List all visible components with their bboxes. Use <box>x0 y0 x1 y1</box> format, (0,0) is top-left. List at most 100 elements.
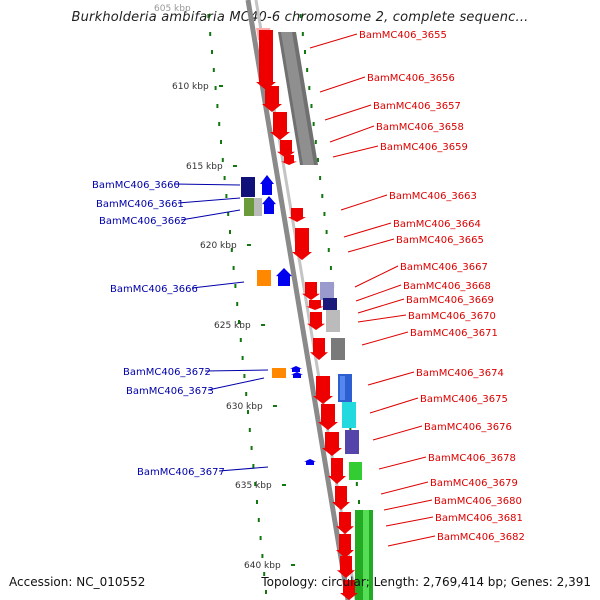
forward-gene-label: BamMC406_3663 <box>389 191 477 202</box>
outer-scale-dash <box>316 158 319 162</box>
forward-feature-block <box>342 402 356 428</box>
inner-scale-dash <box>238 320 240 324</box>
forward-leader-line <box>380 481 429 495</box>
inner-scale-dash <box>216 104 219 108</box>
tick-label: 615 kbp <box>186 162 223 172</box>
forward-gene-arrow <box>332 486 350 510</box>
reverse-gene-arrow <box>262 196 276 214</box>
reverse-gene-arrow <box>290 366 302 372</box>
forward-gene-label: BamMC406_3658 <box>376 122 464 133</box>
outer-scale-dash <box>301 32 304 36</box>
forward-feature-block <box>340 376 345 400</box>
forward-gene-arrow <box>310 338 328 360</box>
tick-mark <box>291 564 295 566</box>
reverse-feature-block <box>241 177 255 197</box>
forward-gene-label: BamMC406_3676 <box>424 422 512 433</box>
feature-blocks-layer <box>241 28 373 600</box>
inner-scale-dash <box>241 356 244 360</box>
forward-gene-arrow <box>277 140 295 158</box>
forward-gene-label: BamMC406_3674 <box>416 368 504 379</box>
forward-gene-arrow <box>281 155 297 165</box>
reverse-gene-arrow <box>304 459 316 465</box>
inner-scale-dash <box>248 428 251 432</box>
forward-gene-label: BamMC406_3682 <box>437 532 525 543</box>
forward-gene-label: BamMC406_3664 <box>393 219 481 230</box>
tick-label: 630 kbp <box>226 402 263 412</box>
reverse-leader-line <box>191 281 245 289</box>
forward-gene-arrow <box>328 458 346 484</box>
inner-scale-dash <box>234 284 237 288</box>
reverse-gene-label: BamMC406_3673 <box>126 386 214 397</box>
forward-leader-line <box>383 499 433 511</box>
forward-leader-line <box>340 194 388 211</box>
inner-scale-dash <box>239 338 242 342</box>
forward-gene-label: BamMC406_3675 <box>420 394 508 405</box>
inner-scale-dash <box>252 464 255 468</box>
forward-feature-block <box>323 298 337 310</box>
reverse-leader-line <box>207 377 265 391</box>
forward-gene-arrow <box>262 86 282 112</box>
forward-leader-line <box>343 222 392 238</box>
inner-scale-dash <box>211 50 213 54</box>
inner-scale-dash <box>261 554 264 558</box>
reverse-feature-block <box>272 368 286 378</box>
forward-gene-label: BamMC406_3669 <box>406 295 494 306</box>
reverse-gene-label: BamMC406_3661 <box>96 199 184 210</box>
outer-scale-dash <box>314 140 317 144</box>
inner-scale-dash <box>243 374 246 378</box>
forward-gene-label: BamMC406_3680 <box>434 496 522 507</box>
forward-leader-line <box>367 371 415 386</box>
forward-leader-line <box>372 425 423 441</box>
tick-label: 620 kbp <box>200 241 237 251</box>
inner-scale-dash <box>207 14 210 18</box>
forward-gene-arrow <box>318 404 338 430</box>
tick-mark <box>247 244 251 246</box>
inner-scale-dash <box>257 518 260 522</box>
inner-scale-dash <box>221 158 224 162</box>
reverse-gene-arrow <box>276 268 292 286</box>
forward-leader-line <box>387 535 436 547</box>
reverse-gene-label: BamMC406_3672 <box>123 367 211 378</box>
outer-scale-dash <box>358 500 360 504</box>
forward-gene-arrow <box>270 112 290 140</box>
forward-gene-label: BamMC406_3657 <box>373 101 461 112</box>
forward-leader-line <box>378 456 427 470</box>
inner-scale-dash <box>214 86 217 90</box>
tick-label: 610 kbp <box>172 82 209 92</box>
forward-leader-line <box>329 125 375 143</box>
forward-gene-arrow <box>337 556 355 578</box>
forward-gene-label: BamMC406_3679 <box>430 478 518 489</box>
reverse-gene-label: BamMC406_3662 <box>99 216 187 227</box>
reverse-gene-label: BamMC406_3677 <box>137 467 225 478</box>
outer-scale-dash <box>319 176 322 180</box>
reverse-leader-line <box>177 197 241 204</box>
forward-leader-line <box>354 265 399 288</box>
tick-mark <box>233 165 237 167</box>
inner-scale-dash <box>256 500 258 504</box>
gene-arrows-layer <box>256 30 358 600</box>
forward-gene-label: BamMC406_3665 <box>396 235 484 246</box>
forward-leader-line <box>357 314 407 323</box>
reverse-feature-block <box>254 198 262 216</box>
forward-feature-block <box>363 510 369 600</box>
inner-scale-dash <box>245 392 248 396</box>
forward-leader-line <box>324 104 372 121</box>
accession-text: Accession: NC_010552 <box>9 575 146 589</box>
inner-scale-dash <box>230 248 233 252</box>
outer-scale-dash <box>325 230 328 234</box>
forward-feature-block <box>345 430 359 454</box>
genome-stats-text: Topology: circular; Length: 2,769,414 bp… <box>261 575 591 589</box>
outer-scale-dash <box>327 248 330 252</box>
gene-labels-layer: BamMC406_3655 BamMC406_3656 BamMC406_3657 B… <box>92 30 525 547</box>
forward-feature-block <box>320 282 334 300</box>
forward-leader-line <box>347 238 395 253</box>
outer-scale-dash <box>355 482 358 486</box>
outer-scale-dash <box>310 104 313 108</box>
backbone-line <box>245 0 351 600</box>
reverse-gene-arrow <box>291 372 303 378</box>
tick-label-partial: 605 kbp <box>154 4 191 14</box>
forward-gene-label: BamMC406_3681 <box>435 513 523 524</box>
forward-gene-label: BamMC406_3668 <box>403 281 491 292</box>
tick-label: 635 kbp <box>235 481 272 491</box>
